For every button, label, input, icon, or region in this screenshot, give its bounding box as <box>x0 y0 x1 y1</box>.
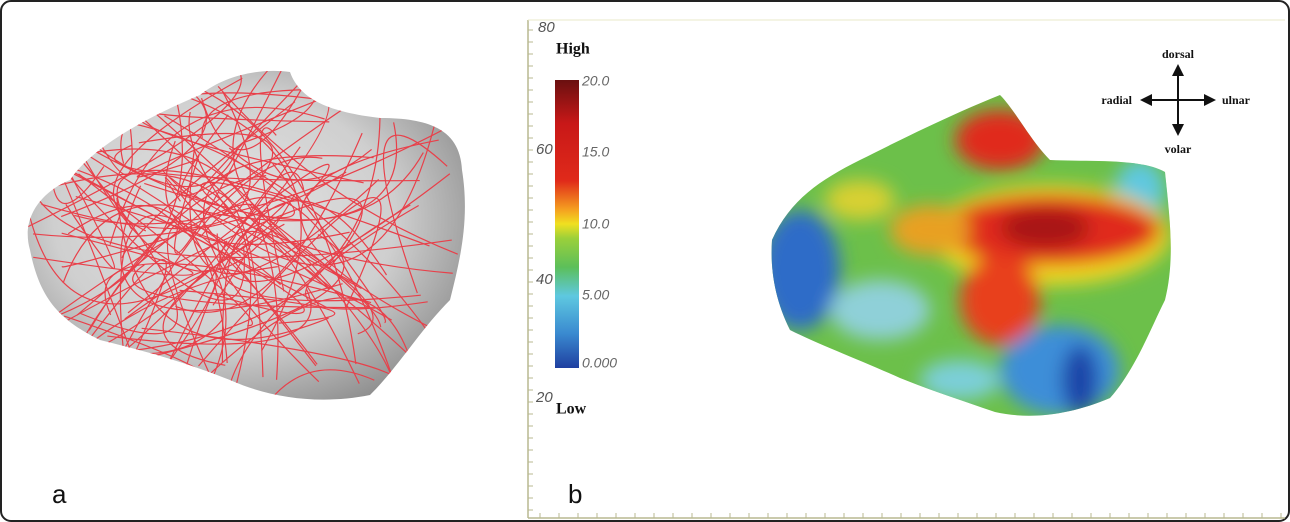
heat-map <box>760 90 1180 430</box>
compass-label: dorsal <box>1162 47 1195 61</box>
compass-label: volar <box>1165 142 1192 156</box>
compass-label: radial <box>1101 93 1132 107</box>
compass-label: ulnar <box>1222 93 1251 107</box>
colorbar-low: Low <box>556 401 587 418</box>
axis-tick-label: 80 <box>538 19 555 36</box>
axis-tick-label: 40 <box>536 271 553 288</box>
panel-letter: b <box>568 479 582 509</box>
panel-letter: a <box>52 479 67 509</box>
colorbar-tick: 5.00 <box>582 287 609 303</box>
colorbar-tick: 10.0 <box>582 216 609 232</box>
figure: a 80 60 40 20 High 20.0 15.0 10.0 5.00 0… <box>0 0 1290 522</box>
fiber-line <box>314 84 458 94</box>
axis-tick-label: 20 <box>535 389 553 406</box>
colorbar-high: High <box>556 41 590 58</box>
colorbar-tick: 20.0 <box>581 73 609 89</box>
axis-tick-label: 60 <box>536 141 553 158</box>
colorbar-tick: 15.0 <box>582 144 609 160</box>
compass <box>1140 64 1216 136</box>
fiber-line <box>57 110 73 183</box>
colorbar-tick: 0.000 <box>582 355 617 371</box>
colorbar <box>555 80 579 368</box>
figure-canvas: a 80 60 40 20 High 20.0 15.0 10.0 5.00 0… <box>0 0 1290 522</box>
